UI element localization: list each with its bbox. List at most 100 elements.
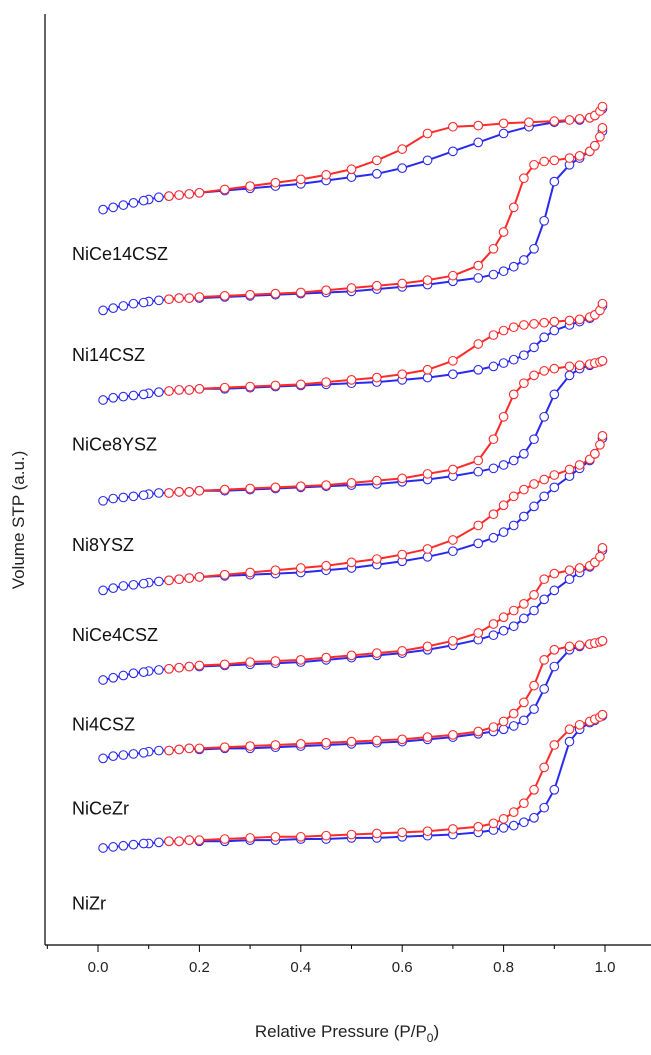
desorption-point: [422, 155, 433, 166]
adsorption-point: [295, 379, 306, 390]
adsorption-point: [448, 270, 458, 281]
adsorption-point: [508, 491, 519, 502]
adsorption-point: [539, 317, 550, 328]
adsorption-point: [245, 657, 255, 667]
desorption-point: [549, 585, 560, 596]
adsorption-point: [488, 243, 499, 254]
adsorption-point: [372, 475, 382, 486]
adsorption-point: [574, 314, 585, 325]
adsorption-point: [422, 275, 433, 286]
adsorption-point: [372, 648, 382, 658]
adsorption-point: [164, 663, 174, 674]
desorption-point: [128, 390, 139, 401]
desorption-point: [138, 195, 149, 206]
adsorption-point: [245, 381, 255, 392]
adsorption-point: [194, 572, 205, 582]
adsorption-point: [473, 120, 484, 131]
adsorption-point: [539, 474, 550, 485]
adsorption-point: [597, 298, 608, 309]
adsorption-point: [597, 122, 608, 133]
adsorption-point: [184, 573, 195, 583]
sample-NiCeZr: [98, 635, 608, 764]
desorption-line: [102, 130, 604, 312]
adsorption-point: [574, 114, 585, 124]
adsorption-point: [270, 288, 281, 299]
adsorption-point: [508, 202, 519, 213]
adsorption-point: [498, 325, 509, 336]
x-tick-label: 0.8: [493, 959, 514, 976]
adsorption-point: [219, 569, 230, 580]
adsorption-point: [448, 730, 458, 740]
adsorption-point: [529, 784, 539, 795]
adsorption-line: [168, 547, 604, 670]
adsorption-point: [597, 101, 608, 112]
desorption-point: [108, 751, 119, 762]
adsorption-point: [184, 743, 195, 754]
adsorption-point: [184, 661, 195, 672]
adsorption-point: [498, 500, 509, 511]
desorption-point: [118, 750, 129, 760]
adsorption-point: [372, 280, 382, 291]
adsorption-point: [184, 835, 195, 846]
desorption-point: [539, 802, 550, 813]
adsorption-point: [164, 836, 174, 847]
desorption-point: [153, 576, 164, 587]
adsorption-point: [529, 318, 539, 329]
adsorption-point: [549, 155, 560, 166]
desorption-point: [508, 721, 519, 731]
adsorption-point: [595, 131, 605, 142]
adsorption-point: [174, 293, 184, 303]
adsorption-point: [574, 360, 585, 371]
desorption-point: [448, 546, 458, 557]
adsorption-point: [321, 285, 332, 296]
adsorption-point: [245, 833, 255, 843]
desorption-point: [529, 434, 539, 445]
desorption-point: [564, 736, 575, 747]
adsorption-point: [397, 827, 408, 838]
adsorption-point: [184, 189, 195, 199]
desorption-point: [519, 448, 529, 459]
sample-label: NiZr: [72, 894, 106, 914]
desorption-point: [128, 298, 139, 309]
desorption-point: [108, 493, 119, 504]
adsorption-point: [321, 737, 332, 748]
sample-NiCe8YSZ: [98, 298, 608, 405]
adsorption-point: [270, 565, 281, 576]
adsorption-point: [574, 719, 585, 730]
adsorption-point: [194, 383, 205, 394]
desorption-point: [118, 391, 129, 402]
adsorption-point: [270, 656, 281, 666]
desorption-point: [529, 501, 539, 512]
adsorption-point: [574, 640, 585, 651]
desorption-point: [108, 583, 119, 594]
adsorption-point: [597, 635, 608, 646]
adsorption-point: [219, 382, 230, 393]
adsorption-point: [473, 455, 484, 466]
adsorption-point: [422, 732, 433, 742]
adsorption-point: [219, 484, 230, 495]
adsorption-point: [295, 831, 306, 842]
desorption-point: [519, 817, 529, 828]
adsorption-point: [508, 807, 519, 818]
adsorption-point: [498, 227, 509, 237]
adsorption-point: [574, 563, 585, 573]
x-tick-label: 0.2: [189, 959, 210, 976]
desorption-point: [508, 621, 519, 632]
adsorption-point: [184, 385, 195, 395]
adsorption-point: [488, 619, 499, 629]
desorption-point: [564, 574, 575, 585]
adsorption-point: [245, 741, 255, 751]
adsorption-point: [539, 654, 550, 665]
adsorption-point: [529, 479, 539, 489]
desorption-point: [488, 630, 499, 641]
desorption-point: [128, 668, 139, 679]
desorption-point: [498, 266, 509, 277]
desorption-point: [153, 295, 164, 306]
adsorption-point: [539, 366, 550, 376]
adsorption-point: [508, 605, 519, 616]
adsorption-point: [164, 745, 174, 756]
desorption-point: [508, 354, 519, 365]
adsorption-point: [422, 826, 433, 837]
desorption-point: [519, 715, 529, 726]
desorption-point: [498, 358, 509, 368]
